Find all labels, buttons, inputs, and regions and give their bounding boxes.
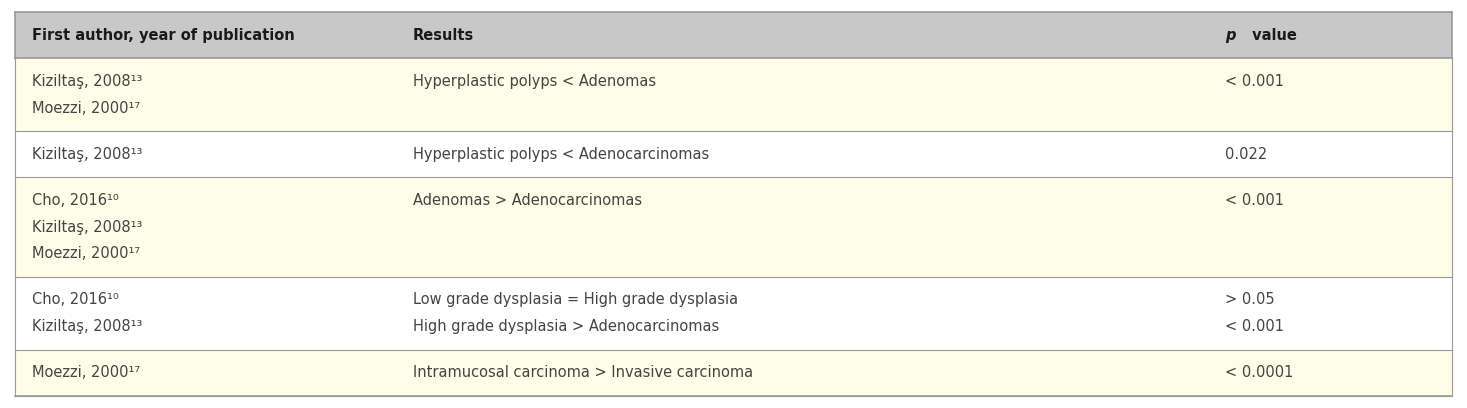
Bar	[15, 277, 1452, 350]
Text: < 0.001: < 0.001	[1225, 74, 1284, 89]
Text: Adenomas > Adenocarcinomas: Adenomas > Adenocarcinomas	[412, 193, 643, 208]
Text: < 0.0001: < 0.0001	[1225, 365, 1294, 380]
Text: p: p	[1225, 28, 1235, 43]
Text: Moezzi, 2000¹⁷: Moezzi, 2000¹⁷	[32, 101, 141, 115]
Text: Intramucosal carcinoma > Invasive carcinoma: Intramucosal carcinoma > Invasive carcin…	[412, 365, 753, 380]
Text: High grade dysplasia > Adenocarcinomas: High grade dysplasia > Adenocarcinomas	[412, 319, 719, 334]
Text: value: value	[1247, 28, 1297, 43]
Text: Kiziltaş, 2008¹³: Kiziltaş, 2008¹³	[32, 74, 142, 89]
Bar	[15, 131, 1452, 177]
Text: > 0.05: > 0.05	[1225, 293, 1275, 307]
Text: First author, year of publication: First author, year of publication	[32, 28, 295, 43]
Text: 0.022: 0.022	[1225, 147, 1267, 162]
Bar	[15, 177, 1452, 277]
Text: Low grade dysplasia = High grade dysplasia: Low grade dysplasia = High grade dysplas…	[412, 293, 738, 307]
Text: Kiziltaş, 2008¹³: Kiziltaş, 2008¹³	[32, 319, 142, 334]
Text: Hyperplastic polyps < Adenomas: Hyperplastic polyps < Adenomas	[412, 74, 656, 89]
Text: < 0.001: < 0.001	[1225, 319, 1284, 334]
Text: Moezzi, 2000¹⁷: Moezzi, 2000¹⁷	[32, 365, 141, 380]
Bar	[15, 12, 1452, 58]
Text: Results: Results	[412, 28, 474, 43]
Text: < 0.001: < 0.001	[1225, 193, 1284, 208]
Text: Kiziltaş, 2008¹³: Kiziltaş, 2008¹³	[32, 147, 142, 162]
Text: Kiziltaş, 2008¹³: Kiziltaş, 2008¹³	[32, 220, 142, 235]
Text: Moezzi, 2000¹⁷: Moezzi, 2000¹⁷	[32, 246, 141, 261]
Text: Hyperplastic polyps < Adenocarcinomas: Hyperplastic polyps < Adenocarcinomas	[412, 147, 709, 162]
Text: Cho, 2016¹⁰: Cho, 2016¹⁰	[32, 193, 119, 208]
Bar	[15, 350, 1452, 396]
Bar	[15, 58, 1452, 131]
Text: Cho, 2016¹⁰: Cho, 2016¹⁰	[32, 293, 119, 307]
